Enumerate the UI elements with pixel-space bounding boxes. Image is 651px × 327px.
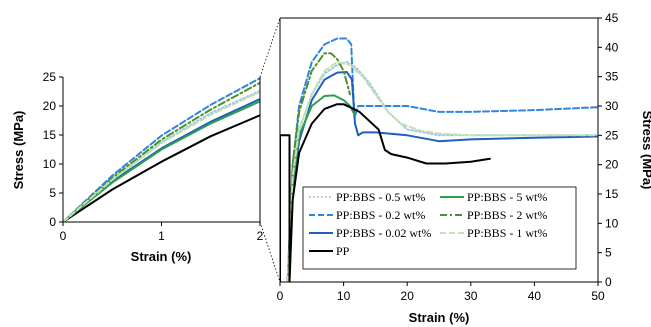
inset-y-tick-label: 0: [49, 215, 56, 229]
legend-label-pp: PP: [336, 244, 350, 258]
inset-series-pp-bbs-2-wt: [63, 81, 260, 222]
legend-label-pp-bbs-0-2-wt: PP:BBS - 0.2 wt%: [336, 208, 425, 222]
main-x-tick-label: 40: [528, 289, 542, 303]
main-y-tick-label: 10: [605, 216, 619, 230]
main-x-tick-label: 0: [277, 289, 284, 303]
inset-series-pp-bbs-0-2-wt: [63, 77, 260, 222]
inset-y-tick-label: 10: [43, 157, 57, 171]
inset-series-pp: [63, 114, 260, 222]
main-y-tick-label: 15: [605, 187, 619, 201]
main-x-axis-title: Strain (%): [409, 310, 470, 325]
legend-box: [302, 186, 577, 270]
inset-y-tick-label: 15: [43, 128, 57, 142]
legend-label-pp-bbs-5-wt: PP:BBS - 5 wt%: [467, 190, 547, 204]
main-y-tick-label: 45: [605, 11, 619, 25]
main-y-tick-label: 0: [605, 275, 612, 289]
legend-label-pp-bbs-1-wt: PP:BBS - 1 wt%: [467, 226, 547, 240]
inset-series-pp-bbs-5-wt: [63, 100, 260, 222]
zoom-connector-bottom: [259, 221, 281, 283]
inset-x-tick-label: 1: [158, 229, 165, 243]
main-y-tick-label: 25: [605, 128, 619, 142]
main-x-tick-label: 20: [401, 289, 415, 303]
main-x-tick-label: 50: [591, 289, 605, 303]
legend: PP:BBS - 0.5 wt% PP:BBS - 5 wt% PP:BBS - 0…: [302, 186, 577, 270]
main-x-tick-label: 10: [337, 289, 351, 303]
inset-y-tick-label: 25: [43, 70, 57, 84]
inset-x-tick-label: 2: [257, 229, 264, 243]
legend-label-pp-bbs-2-wt: PP:BBS - 2 wt%: [467, 208, 547, 222]
legend-label-pp-bbs-0-02-wt: PP:BBS - 0.02 wt%: [336, 226, 431, 240]
legend-label-pp-bbs-0-5-wt: PP:BBS - 0.5 wt%: [336, 190, 425, 204]
inset-y-axis-title: Stress (MPa): [11, 111, 26, 190]
main-series-pp: [280, 103, 491, 282]
main-y-tick-label: 5: [605, 246, 612, 260]
inset-series-pp-bbs-1-wt: [63, 91, 260, 222]
main-y-tick-label: 30: [605, 99, 619, 113]
main-y-tick-label: 20: [605, 158, 619, 172]
main-x-tick-label: 30: [464, 289, 478, 303]
main-y-axis-title: Stress (MPa): [640, 111, 651, 190]
inset-y-tick-label: 5: [49, 186, 56, 200]
inset-y-tick-label: 20: [43, 99, 57, 113]
inset-x-tick-label: 0: [60, 229, 67, 243]
main-series-pp-bbs-2-wt: [286, 52, 351, 282]
main-series-pp-bbs-1-wt: [286, 61, 598, 282]
main-y-tick-label: 40: [605, 40, 619, 54]
zoom-connector-top: [259, 17, 281, 78]
inset-x-axis-title: Strain (%): [131, 249, 192, 264]
main-y-tick-label: 35: [605, 70, 619, 84]
